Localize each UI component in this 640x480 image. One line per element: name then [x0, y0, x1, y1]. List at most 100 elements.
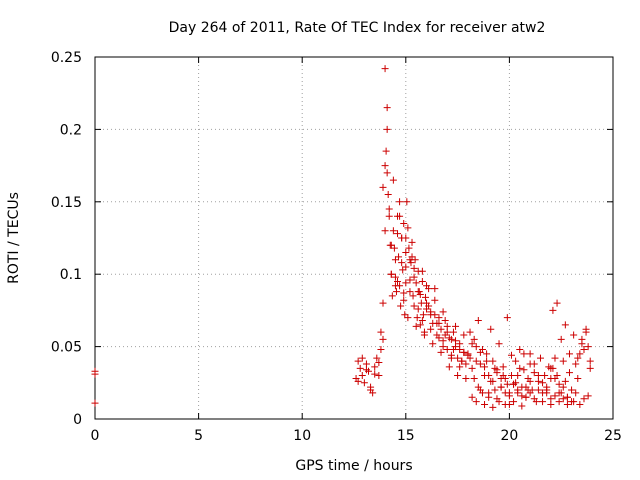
data-point: [582, 328, 590, 336]
data-point: [429, 340, 437, 348]
data-point: [499, 363, 507, 371]
data-point: [391, 256, 399, 264]
data-point: [407, 259, 415, 267]
chart-title: Day 264 of 2011, Rate Of TEC Index for r…: [169, 20, 546, 36]
data-point: [452, 337, 460, 345]
data-point: [522, 383, 530, 391]
data-point: [526, 377, 534, 385]
data-point: [427, 311, 435, 319]
data-point: [503, 380, 511, 388]
data-point: [381, 162, 389, 170]
data-point: [396, 198, 404, 206]
y-axis-label: ROTI / TECUs: [6, 192, 22, 284]
data-point: [534, 372, 542, 380]
data-point: [520, 366, 528, 374]
data-point: [510, 380, 518, 388]
data-point: [493, 366, 501, 374]
data-point: [435, 334, 443, 342]
data-point: [526, 350, 534, 358]
data-point: [547, 374, 555, 382]
data-point: [501, 401, 509, 409]
data-point: [466, 354, 474, 362]
data-point: [400, 289, 408, 297]
data-point: [503, 314, 511, 322]
data-point: [489, 377, 497, 385]
data-point: [528, 386, 536, 394]
data-point: [409, 292, 417, 300]
data-point: [367, 386, 375, 394]
data-point: [578, 340, 586, 348]
y-tick-label: 0.1: [60, 267, 82, 283]
data-point: [414, 305, 422, 313]
data-point: [551, 354, 559, 362]
data-point: [489, 357, 497, 365]
data-point: [586, 357, 594, 365]
data-point: [379, 335, 387, 343]
data-point: [460, 331, 468, 339]
data-point: [362, 366, 370, 374]
data-point: [462, 374, 470, 382]
data-point: [580, 345, 588, 353]
data-point: [507, 372, 515, 380]
data-point: [382, 147, 390, 155]
data-point: [493, 395, 501, 403]
data-point: [518, 392, 526, 400]
data-point: [91, 399, 99, 407]
data-point: [541, 372, 549, 380]
data-point: [536, 354, 544, 362]
data-point: [412, 322, 420, 330]
data-point: [456, 363, 464, 371]
data-point: [377, 328, 385, 336]
data-point: [385, 205, 393, 213]
data-point: [476, 348, 484, 356]
data-point: [360, 379, 368, 387]
data-point: [543, 389, 551, 397]
data-point: [418, 317, 426, 325]
data-point: [539, 379, 547, 387]
data-point: [385, 212, 393, 220]
data-point: [375, 372, 383, 380]
data-point: [375, 359, 383, 367]
data-point: [572, 360, 580, 368]
data-point: [443, 328, 451, 336]
data-point: [574, 354, 582, 362]
x-tick-label: 5: [194, 428, 203, 444]
data-point: [437, 348, 445, 356]
data-point: [580, 395, 588, 403]
data-point: [384, 191, 392, 199]
data-point: [561, 321, 569, 329]
data-point: [400, 220, 408, 228]
data-point: [427, 325, 435, 333]
x-tick-label: 10: [293, 428, 311, 444]
data-point: [563, 393, 571, 401]
data-point: [472, 398, 480, 406]
data-point: [447, 335, 455, 343]
data-point: [551, 392, 559, 400]
data-point: [516, 364, 524, 372]
data-point: [423, 282, 431, 290]
data-point: [452, 322, 460, 330]
y-tick-label: 0.15: [51, 195, 82, 211]
data-point: [489, 403, 497, 411]
data-point: [401, 311, 409, 319]
data-point: [568, 386, 576, 394]
data-point: [514, 389, 522, 397]
data-point: [514, 372, 522, 380]
data-point: [559, 395, 567, 403]
data-point: [419, 311, 427, 319]
data-point: [402, 248, 410, 256]
data-point: [572, 389, 580, 397]
data-point: [549, 306, 557, 314]
data-point: [557, 389, 565, 397]
data-point: [412, 279, 420, 287]
x-tick-label: 20: [500, 428, 518, 444]
data-point: [403, 198, 411, 206]
data-point: [371, 370, 379, 378]
data-point: [485, 389, 493, 397]
data-point: [383, 125, 391, 133]
data-point: [464, 350, 472, 358]
data-point: [553, 299, 561, 307]
data-point: [392, 288, 400, 296]
data-point: [377, 345, 385, 353]
data-point: [553, 372, 561, 380]
